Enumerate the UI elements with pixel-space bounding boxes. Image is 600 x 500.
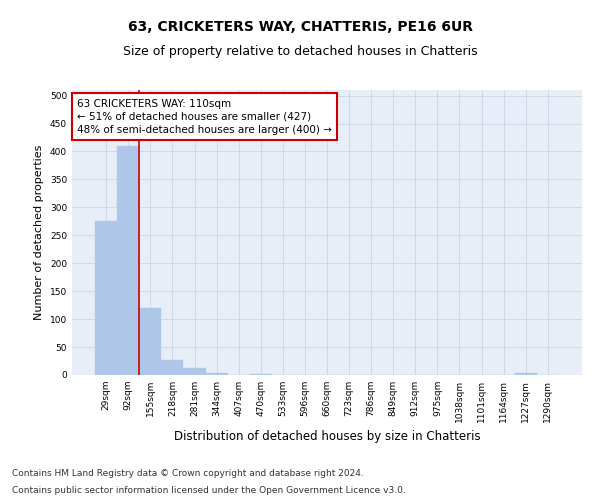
- Bar: [250, 374, 272, 375]
- Bar: [139, 308, 161, 375]
- Bar: [184, 368, 206, 375]
- Bar: [206, 374, 227, 375]
- Bar: [515, 374, 537, 375]
- Text: Size of property relative to detached houses in Chatteris: Size of property relative to detached ho…: [122, 45, 478, 58]
- Bar: [117, 146, 139, 375]
- Text: Contains HM Land Registry data © Crown copyright and database right 2024.: Contains HM Land Registry data © Crown c…: [12, 468, 364, 477]
- Bar: [95, 222, 117, 375]
- X-axis label: Distribution of detached houses by size in Chatteris: Distribution of detached houses by size …: [173, 430, 481, 444]
- Text: 63, CRICKETERS WAY, CHATTERIS, PE16 6UR: 63, CRICKETERS WAY, CHATTERIS, PE16 6UR: [128, 20, 473, 34]
- Text: Contains public sector information licensed under the Open Government Licence v3: Contains public sector information licen…: [12, 486, 406, 495]
- Bar: [161, 360, 184, 375]
- Text: 63 CRICKETERS WAY: 110sqm
← 51% of detached houses are smaller (427)
48% of semi: 63 CRICKETERS WAY: 110sqm ← 51% of detac…: [77, 98, 332, 135]
- Y-axis label: Number of detached properties: Number of detached properties: [34, 145, 44, 320]
